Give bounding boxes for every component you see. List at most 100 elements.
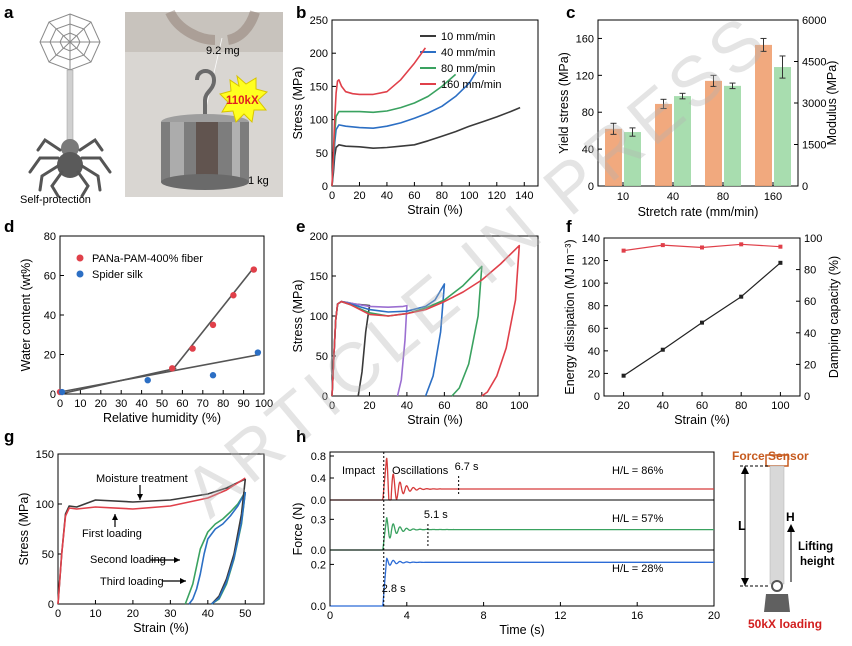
g-xtick-label: 20 (127, 608, 139, 620)
chart-d-point (250, 266, 257, 273)
chart-h: 0.0 0.4 0.8 H/L = 86% 6.7 s 0.0 0.3 H/L = 57% 5.… (291, 451, 720, 637)
hook-icon (195, 69, 217, 118)
force-sensor-schematic: Force Sensor L H Lifting height 50kX loa… (732, 449, 835, 631)
g-xtick-label: 10 (89, 608, 101, 620)
chart-c-bar (724, 85, 741, 186)
chart-g-annotation: Third loading (100, 576, 164, 588)
f-xtick-label: 40 (657, 400, 669, 412)
f-ytick-label: 0 (594, 391, 600, 403)
e-ytick-label: 50 (316, 351, 328, 363)
d-xtick-label: 10 (74, 398, 86, 410)
f-ytick-label: 100 (804, 233, 822, 245)
b-xtick-label: 20 (353, 190, 365, 202)
d-xtick-label: 50 (156, 398, 168, 410)
f-ytick-label: 40 (588, 346, 600, 358)
chart-d: 0 10 20 30 40 50 60 70 80 90 100 Relative humidity … (19, 231, 273, 425)
chart-f-point (739, 242, 744, 247)
f-ylabel: Energy dissipation (MJ m⁻³) (563, 239, 577, 394)
c-ylabel-right: Modulus (MPa) (825, 61, 839, 146)
chart-h-time-label: 6.7 s (455, 461, 479, 473)
panel-label-c: c (566, 3, 575, 22)
chart-b-legend-entry: 160 mm/min (441, 79, 502, 91)
chart-d-legend-marker (76, 254, 84, 262)
chart-b: 0 20 40 60 80 100 120 140 Strain (%) 0 50 100 150 200… (291, 15, 539, 217)
chart-c-xlabel: Stretch rate (mm/min) (638, 205, 759, 219)
panel-label-e: e (296, 217, 305, 236)
chart-f-point (739, 294, 744, 299)
loading-weight-icon (764, 594, 790, 612)
length-L-label: L (738, 518, 746, 533)
b-ytick-label: 200 (310, 48, 328, 60)
chart-b-legend-entry: 10 mm/min (441, 31, 495, 43)
b-xlabel: Strain (%) (407, 203, 463, 217)
chart-g-series-6 (211, 491, 247, 605)
c-ytick-label: 3000 (802, 98, 826, 110)
chart-f-point (660, 347, 665, 352)
cylinder-weight (161, 114, 249, 190)
f-ytick-label: 120 (582, 256, 600, 268)
chart-d-point (254, 349, 262, 356)
e-xlabel: Strain (%) (407, 413, 463, 427)
c-ylabel: Yield stress (MPa) (557, 52, 571, 154)
chart-h-signal-2 (329, 557, 715, 607)
c-ytick-label: 120 (576, 70, 594, 82)
chart-d-point (209, 372, 217, 379)
f-ytick-label: 140 (582, 233, 600, 245)
f-xtick-label: 80 (735, 400, 747, 412)
d-xtick-label: 90 (237, 398, 249, 410)
burst-label: 110kX (226, 95, 259, 107)
chart-f: 20 40 60 80 100 Strain (%) 0 20 40 60 80 100 120 140 E… (563, 233, 841, 427)
e-ytick-label: 0 (322, 391, 328, 403)
d-ytick-label: 80 (44, 231, 56, 243)
f-ytick-label: 80 (588, 301, 600, 313)
b-ytick-label: 150 (310, 81, 328, 93)
chart-d-point (169, 365, 176, 372)
chart-g-frame (57, 453, 265, 605)
f-ytick-label: 20 (588, 368, 600, 380)
chart-f-frame (603, 237, 801, 397)
chart-h-ylabel: Force (N) (291, 503, 305, 556)
chart-b-series-0 (331, 106, 521, 187)
f-ytick-label: 100 (582, 278, 600, 290)
chart-e: 0 20 40 60 80 100 Strain (%) 0 50 100 150 200 Stress… (291, 231, 539, 427)
chart-h-ratio-label: H/L = 28% (612, 563, 663, 575)
chart-h-time-label: 5.1 s (424, 509, 448, 521)
b-ylabel: Stress (MPa) (291, 67, 305, 140)
chart-f-point (621, 373, 626, 378)
g-ytick-label: 150 (36, 449, 54, 461)
chart-g-arrowhead (137, 494, 143, 500)
d-xtick-label: 40 (135, 398, 147, 410)
c-ytick-label: 4500 (802, 57, 826, 69)
d-xtick-label: 0 (57, 398, 63, 410)
g-ylabel: Stress (MPa) (17, 493, 31, 566)
e-xtick-label: 60 (438, 400, 450, 412)
g-xtick-label: 0 (55, 608, 61, 620)
d-xtick-label: 30 (115, 398, 127, 410)
chart-g-arrowhead (174, 557, 180, 563)
mass-label: 1 kg (248, 175, 269, 187)
f-ytick-label: 0 (804, 391, 810, 403)
chart-h-xtick-label: 12 (554, 610, 566, 622)
e-ytick-label: 200 (310, 231, 328, 243)
chart-b-series-2 (331, 73, 457, 187)
d-xtick-label: 100 (255, 398, 273, 410)
e-ytick-label: 150 (310, 271, 328, 283)
chart-h-xlabel: Time (s) (499, 623, 544, 637)
chart-d-point (230, 292, 237, 299)
chart-h-ytick-label: 0.8 (311, 451, 326, 463)
g-xtick-label: 30 (164, 608, 176, 620)
b-xtick-label: 0 (329, 190, 335, 202)
e-xtick-label: 20 (363, 400, 375, 412)
chart-h-ytick-label: 0.0 (311, 545, 326, 557)
b-xtick-label: 120 (488, 190, 506, 202)
chart-h-xtick-label: 4 (404, 610, 410, 622)
chart-h-ratio-label: H/L = 86% (612, 465, 663, 477)
chart-d-point (144, 376, 151, 384)
height-H-label: H (786, 510, 795, 524)
lifting-label: Lifting (798, 541, 833, 553)
chart-h-oscillations-label: Oscillations (392, 465, 449, 477)
d-ytick-label: 40 (44, 310, 56, 322)
chart-e-series-4 (331, 244, 521, 397)
burst-badge-icon: 110kX (219, 74, 269, 124)
